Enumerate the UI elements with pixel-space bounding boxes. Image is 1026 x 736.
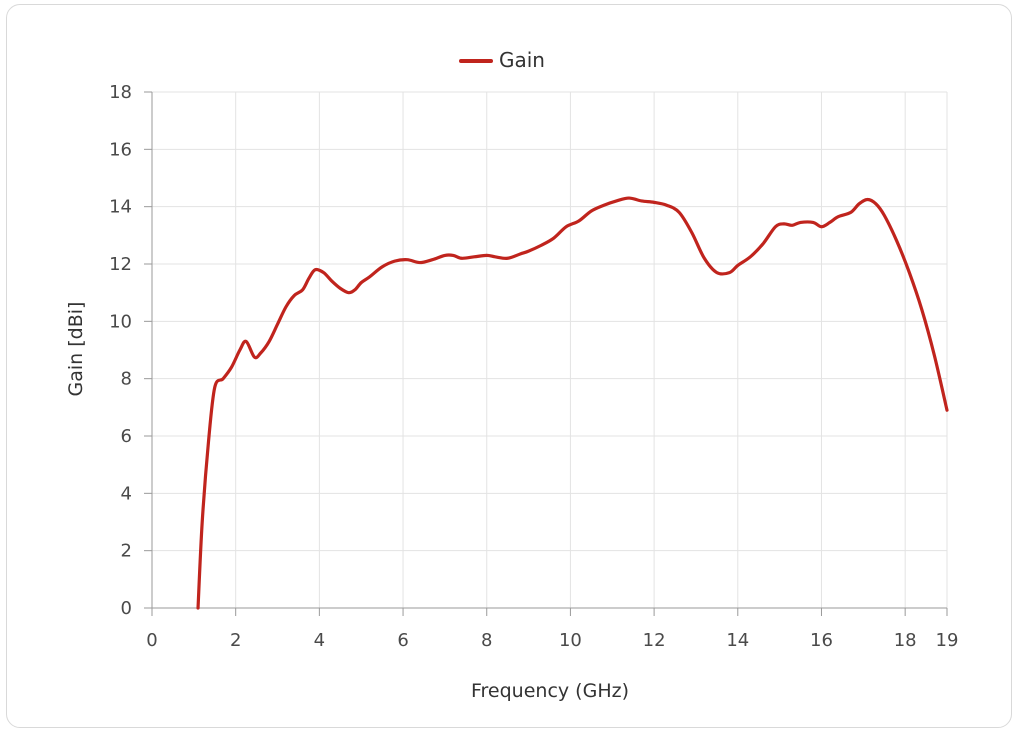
x-tick-label: 18 — [894, 630, 917, 651]
y-tick-labels: 0 2 4 6 8 10 12 14 16 18 — [109, 82, 132, 619]
x-axis-title: Frequency (GHz) — [471, 680, 629, 702]
grid — [152, 91, 948, 608]
x-tick-label: 12 — [643, 630, 666, 651]
legend-label-gain: Gain — [499, 48, 545, 72]
y-tick-label: 18 — [109, 82, 132, 103]
y-axis-title: Gain [dBi] — [65, 302, 87, 397]
x-tick-label: 0 — [146, 630, 157, 651]
y-tick-label: 4 — [121, 483, 132, 504]
x-tick-label: 10 — [559, 630, 582, 651]
y-tick-label: 2 — [121, 541, 132, 562]
series — [196, 196, 949, 610]
y-tick-label: 0 — [121, 598, 132, 619]
y-tick-label: 6 — [121, 426, 132, 447]
x-tick-label: 8 — [481, 630, 492, 651]
x-tick-label: 14 — [726, 630, 749, 651]
x-tick-label: 19 — [936, 630, 959, 651]
y-tick-label: 14 — [109, 197, 132, 218]
y-tick-label: 16 — [109, 139, 132, 160]
y-tick-label: 12 — [109, 254, 132, 275]
x-tick-label: 2 — [230, 630, 241, 651]
axes — [144, 91, 948, 616]
legend: Gain — [459, 48, 545, 72]
series-line-gain — [196, 196, 949, 610]
x-tick-label: 4 — [314, 630, 325, 651]
chart-card — [6, 4, 1012, 728]
y-tick-label: 8 — [121, 369, 132, 390]
x-tick-label: 6 — [397, 630, 408, 651]
x-tick-labels: 0 2 4 6 8 10 12 14 16 18 19 — [146, 630, 958, 651]
x-tick-label: 16 — [810, 630, 833, 651]
y-tick-label: 10 — [109, 311, 132, 332]
